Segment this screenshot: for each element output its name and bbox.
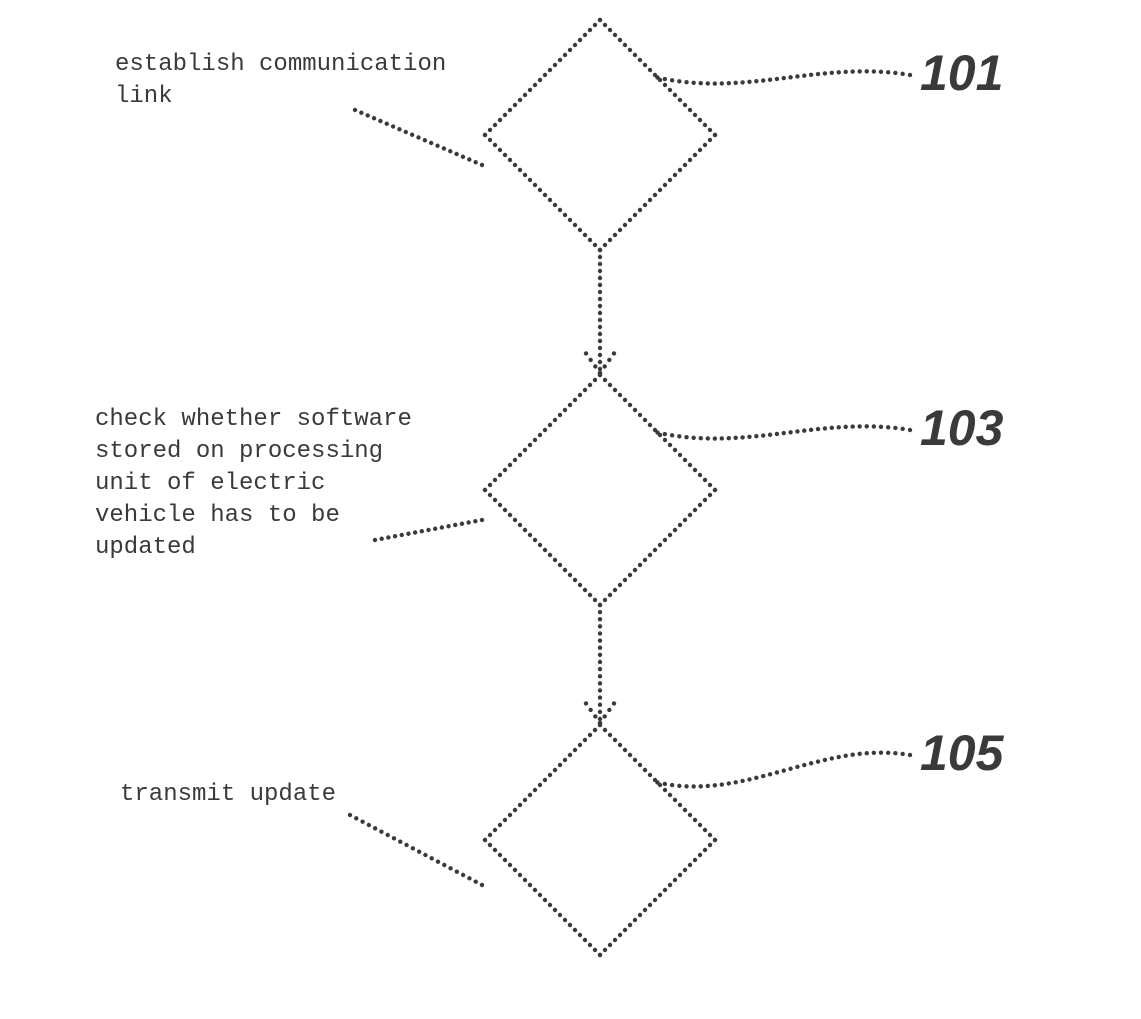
ref-103: 103	[920, 400, 1004, 456]
flow-node-n1: 101 establish communication link	[115, 18, 1003, 252]
ref-105: 105	[920, 725, 1005, 781]
label-n3: transmit update	[120, 781, 336, 808]
flow-node-n3: 105 transmit update	[120, 723, 1005, 957]
svg-text:updated: updated	[95, 534, 196, 561]
svg-text:vehicle has to be: vehicle has to be	[95, 502, 340, 529]
flow-node-n2: 103 check whether software stored on proce…	[95, 373, 1004, 607]
flowchart-canvas: 101 establish communication link 103 check w…	[0, 0, 1141, 1019]
svg-text:link: link	[115, 83, 173, 110]
svg-text:check whether software: check whether software	[95, 406, 412, 433]
label-n2: check whether software stored on processi…	[95, 406, 412, 561]
svg-text:establish communication: establish communication	[115, 51, 446, 78]
ref-101: 101	[920, 45, 1003, 101]
label-n1: establish communication link	[115, 51, 446, 110]
svg-text:stored on processing: stored on processing	[95, 438, 383, 465]
svg-text:transmit update: transmit update	[120, 781, 336, 808]
svg-text:unit of electric: unit of electric	[95, 470, 325, 497]
